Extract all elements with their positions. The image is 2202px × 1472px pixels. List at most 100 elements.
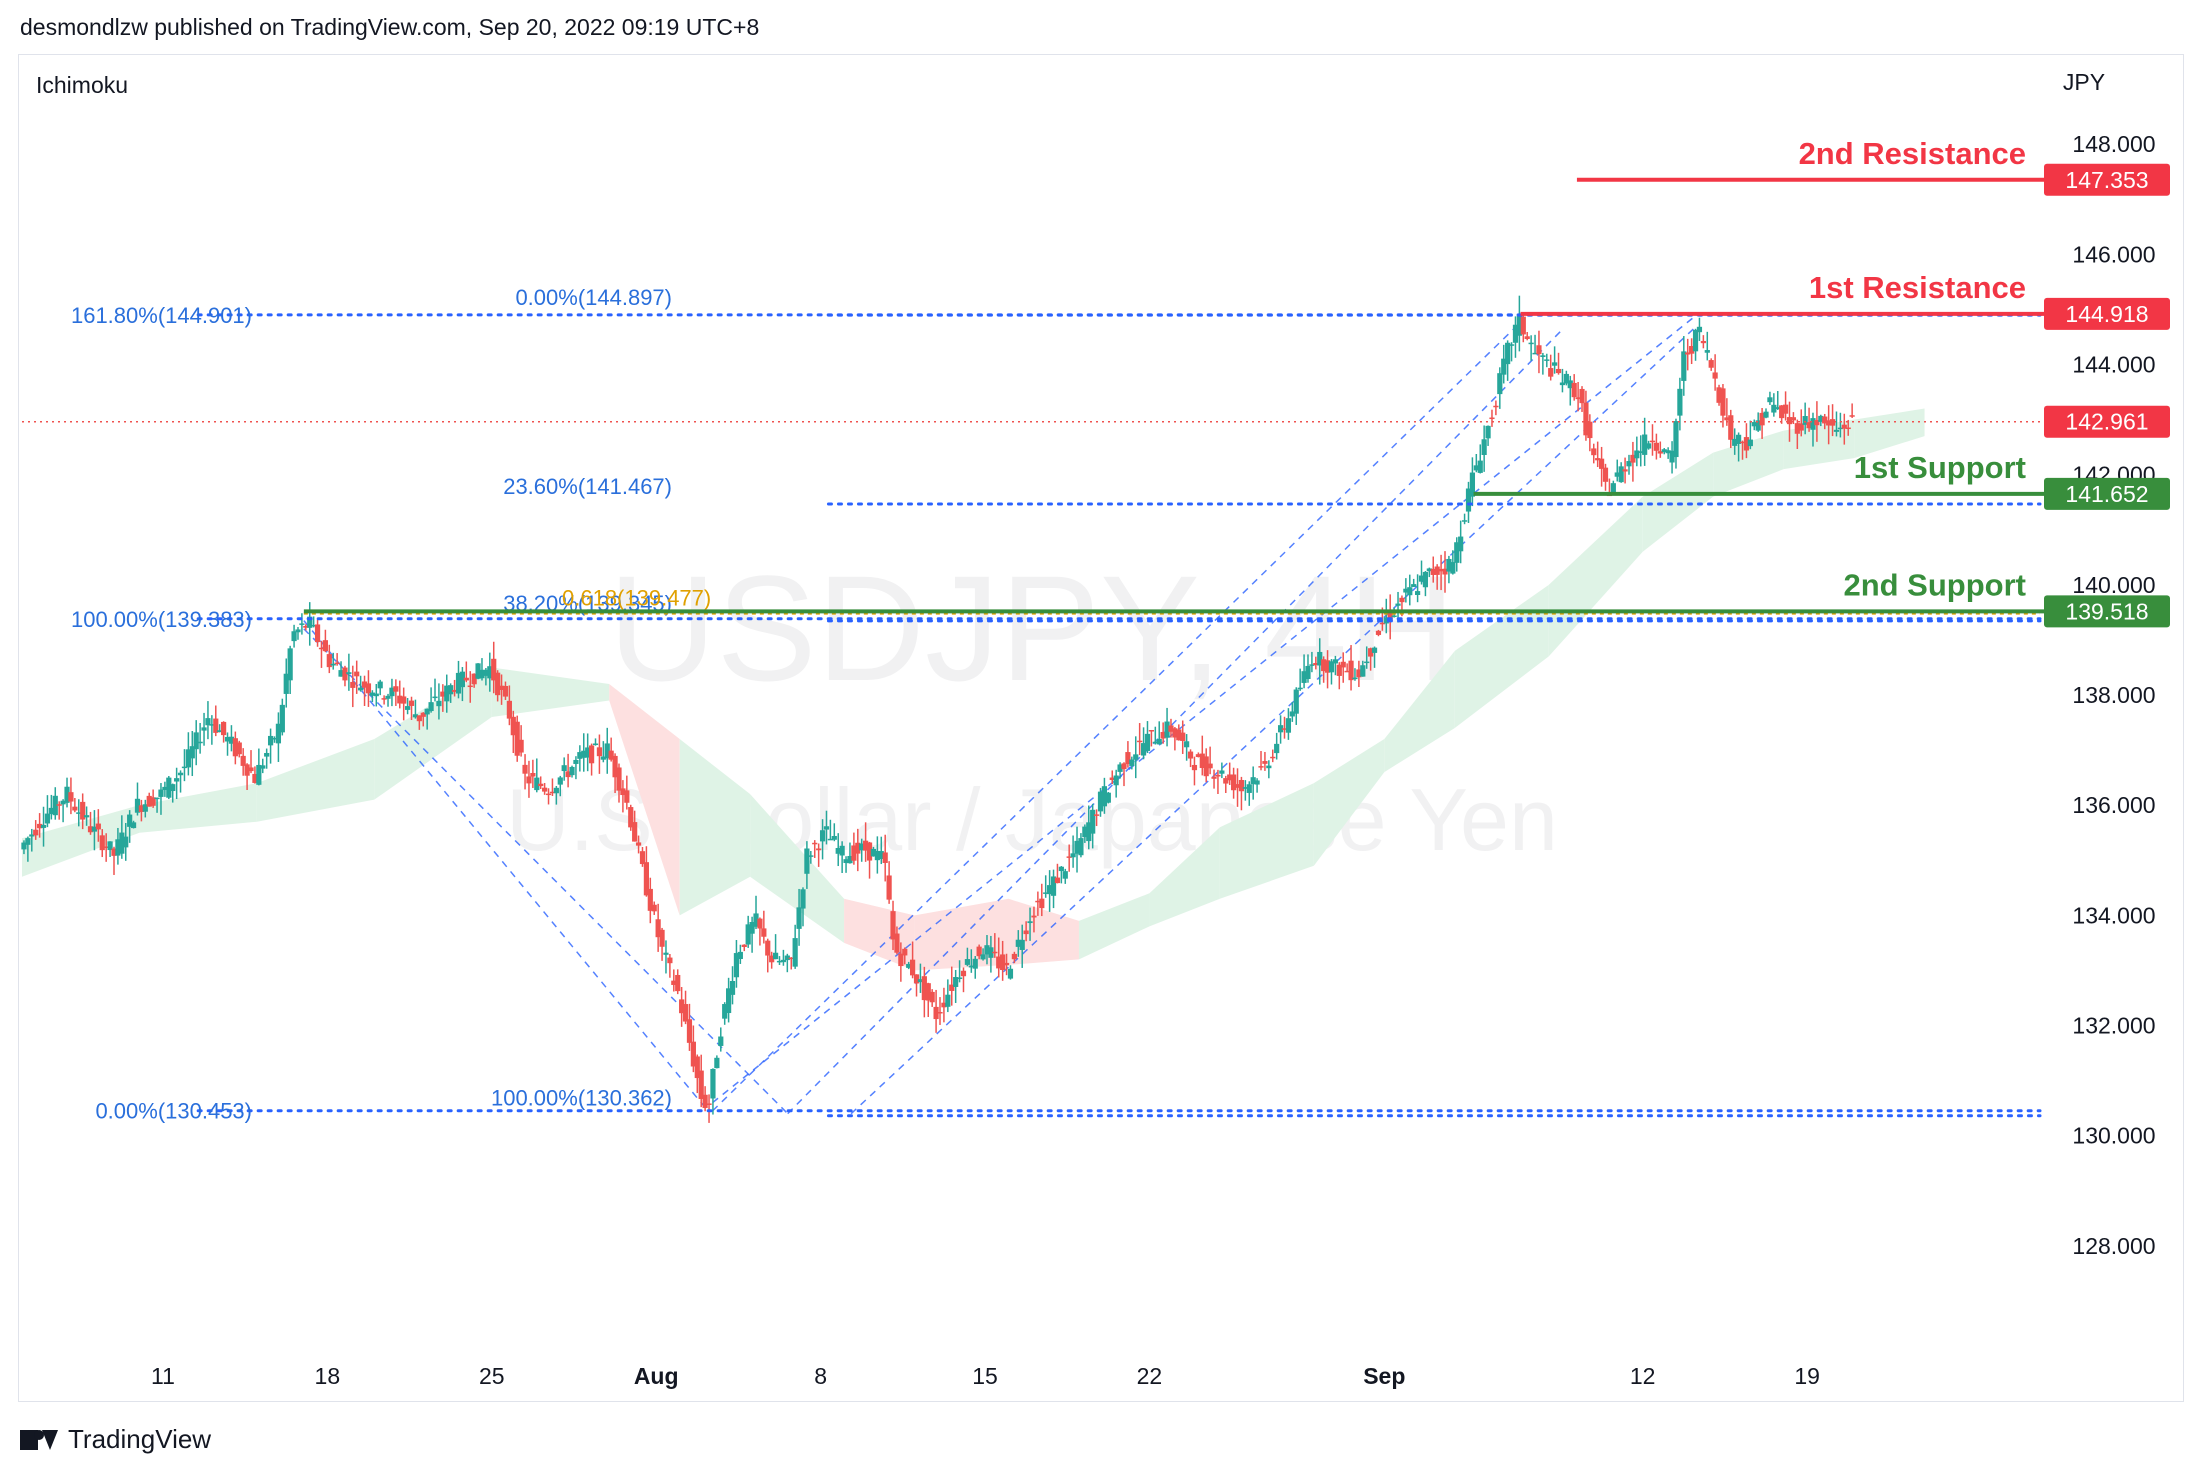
candle-body bbox=[1732, 438, 1738, 446]
candle-body bbox=[1371, 647, 1378, 653]
candle-body bbox=[1685, 352, 1691, 355]
candle-body bbox=[596, 747, 603, 757]
candle-body bbox=[906, 963, 912, 968]
candle-body bbox=[960, 970, 967, 977]
candle-body bbox=[573, 759, 579, 764]
candle-body bbox=[1759, 412, 1765, 426]
candle-body bbox=[1755, 420, 1761, 431]
candle-body bbox=[964, 959, 971, 965]
candle-body bbox=[1512, 324, 1519, 343]
candle-body bbox=[29, 834, 35, 837]
candle-body bbox=[518, 739, 524, 753]
candle-body bbox=[1438, 569, 1444, 572]
fib-trend-line bbox=[712, 314, 1698, 1104]
candle-body bbox=[1751, 422, 1757, 427]
candle-body bbox=[925, 983, 931, 1001]
ichimoku-cloud bbox=[22, 408, 1925, 971]
candle-body bbox=[483, 669, 489, 676]
candle-body bbox=[1238, 779, 1245, 792]
candle-body bbox=[1125, 752, 1131, 765]
candle-body bbox=[408, 700, 415, 706]
candle-body bbox=[283, 673, 289, 694]
candle-body bbox=[1602, 467, 1609, 482]
candle-body bbox=[1368, 648, 1374, 657]
candle-body bbox=[463, 677, 469, 681]
candle-body bbox=[1113, 775, 1119, 786]
candle-body bbox=[1258, 766, 1264, 768]
candle-body bbox=[1266, 765, 1272, 769]
candle-body bbox=[604, 743, 610, 759]
candle-body bbox=[1696, 326, 1703, 333]
price-tick: 130.000 bbox=[2072, 1123, 2155, 1149]
candle-body bbox=[588, 745, 595, 764]
cloud-segment bbox=[750, 794, 845, 943]
candle-body bbox=[271, 738, 278, 740]
candle-body bbox=[565, 771, 571, 778]
cloud-segment bbox=[1219, 783, 1314, 899]
candle-body bbox=[1465, 488, 1472, 512]
time-tick: 8 bbox=[814, 1363, 827, 1389]
candle-body bbox=[1720, 388, 1726, 416]
candle-body bbox=[303, 625, 309, 628]
candle-body bbox=[1360, 665, 1366, 677]
candle-body bbox=[260, 765, 266, 769]
time-axis: 11 18 25 Aug 8 15 22 Sep 12 19 bbox=[151, 1363, 1820, 1389]
candle-body bbox=[1849, 415, 1855, 417]
candle-body bbox=[444, 685, 450, 702]
candle-body bbox=[217, 730, 223, 732]
candle-body bbox=[1332, 659, 1338, 664]
fib-level-label: 100.00%(139.383) bbox=[71, 607, 252, 632]
time-tick: 12 bbox=[1630, 1363, 1656, 1389]
second-support-tag bbox=[2044, 595, 2170, 628]
candle-body bbox=[1172, 728, 1178, 738]
candle-body bbox=[99, 835, 105, 851]
fib-levels: 161.80%(144.901) 100.00%(139.383) 0.00%(13… bbox=[71, 285, 2042, 1124]
first-resistance-tag bbox=[2044, 297, 2170, 330]
candle-body bbox=[600, 756, 606, 760]
candle-body bbox=[440, 691, 446, 697]
candle-body bbox=[1148, 730, 1154, 732]
candle-body bbox=[831, 835, 837, 840]
candle-body bbox=[796, 907, 802, 929]
candle-body bbox=[1520, 316, 1526, 335]
candle-body bbox=[694, 1056, 700, 1079]
candle-body bbox=[624, 790, 630, 803]
candle-body bbox=[1246, 784, 1252, 793]
candle-body bbox=[197, 741, 203, 744]
candle-body bbox=[1199, 753, 1205, 768]
candle-body bbox=[1595, 458, 1601, 461]
candle-body bbox=[1575, 397, 1581, 400]
candle-body bbox=[1101, 786, 1108, 807]
candle-body bbox=[1818, 415, 1824, 422]
candle-body bbox=[851, 845, 857, 861]
candle-body bbox=[56, 804, 62, 806]
candle-body bbox=[1309, 664, 1315, 666]
candle-body bbox=[1689, 346, 1695, 354]
candle-body bbox=[1305, 665, 1311, 679]
candle-body bbox=[1180, 732, 1186, 741]
candle-body bbox=[1066, 856, 1072, 858]
cloud-segment bbox=[1313, 739, 1385, 866]
candle-body bbox=[267, 735, 274, 746]
indicator-label: Ichimoku bbox=[36, 72, 128, 98]
candle-body bbox=[859, 843, 865, 851]
publish-header: desmondlzw published on TradingView.com,… bbox=[20, 14, 760, 40]
candle-body bbox=[103, 846, 109, 848]
candle-body bbox=[1391, 615, 1397, 618]
candle-body bbox=[1614, 472, 1620, 477]
candle-body bbox=[686, 1019, 693, 1043]
candle-body bbox=[1254, 780, 1260, 785]
candle-body bbox=[354, 671, 360, 677]
candle-body bbox=[1121, 763, 1127, 770]
candle-body bbox=[107, 841, 113, 851]
candle-body bbox=[671, 980, 677, 985]
candle-body bbox=[401, 696, 407, 704]
candle-body bbox=[1047, 885, 1053, 895]
candle-body bbox=[115, 839, 121, 856]
candle-body bbox=[612, 755, 618, 778]
candle-body bbox=[1168, 725, 1174, 732]
candle-body bbox=[663, 952, 669, 955]
candle-body bbox=[358, 687, 364, 691]
candle-body bbox=[1544, 359, 1550, 361]
